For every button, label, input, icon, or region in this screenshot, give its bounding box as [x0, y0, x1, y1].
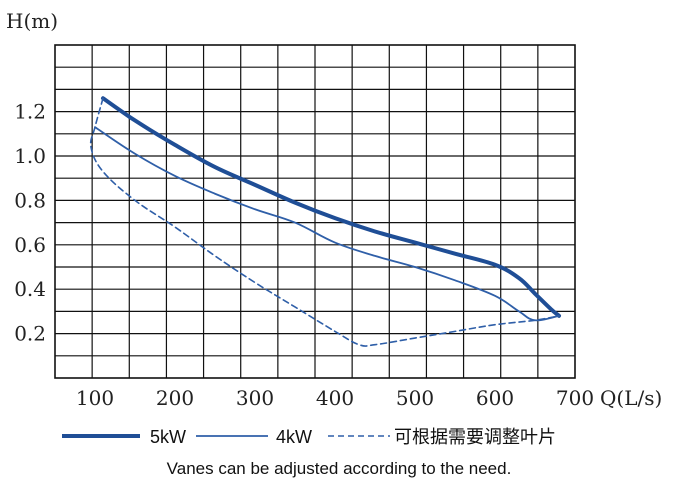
y-tick-label: 1.2: [14, 100, 46, 124]
x-axis-label: Q(L/s): [600, 386, 662, 410]
x-tick-label: 500: [396, 386, 434, 410]
chart-grid: [54, 44, 576, 379]
y-tick-label: 0.4: [14, 277, 46, 301]
x-tick-label: 700: [556, 386, 594, 410]
legend-label-3: 可根据需要调整叶片: [394, 427, 556, 447]
y-axis-ticks: 0.2 0.4 0.6 0.8 1.0 1.2: [14, 100, 46, 346]
legend-label-2: 4kW: [276, 427, 312, 447]
series-line-3: [89, 97, 560, 347]
y-axis-label: H(m): [6, 9, 58, 33]
legend-label-1: 5kW: [150, 427, 186, 447]
y-tick-label: 0.6: [14, 233, 46, 257]
series-lines: [89, 96, 561, 347]
x-axis-ticks: 100 200 300 400 500 600 700: [76, 386, 594, 410]
series-line-1: [101, 96, 561, 318]
x-tick-label: 600: [476, 386, 514, 410]
y-tick-label: 1.0: [14, 144, 46, 168]
caption-text: Vanes can be adjusted according to the n…: [167, 459, 512, 478]
legend: 5kW 4kW 可根据需要调整叶片: [62, 427, 556, 447]
x-tick-label: 400: [316, 386, 354, 410]
series-line-2: [94, 126, 560, 322]
y-tick-label: 0.8: [14, 188, 46, 212]
y-tick-label: 0.2: [14, 322, 46, 346]
x-tick-label: 200: [156, 386, 194, 410]
x-tick-label: 100: [76, 386, 114, 410]
x-tick-label: 300: [236, 386, 274, 410]
